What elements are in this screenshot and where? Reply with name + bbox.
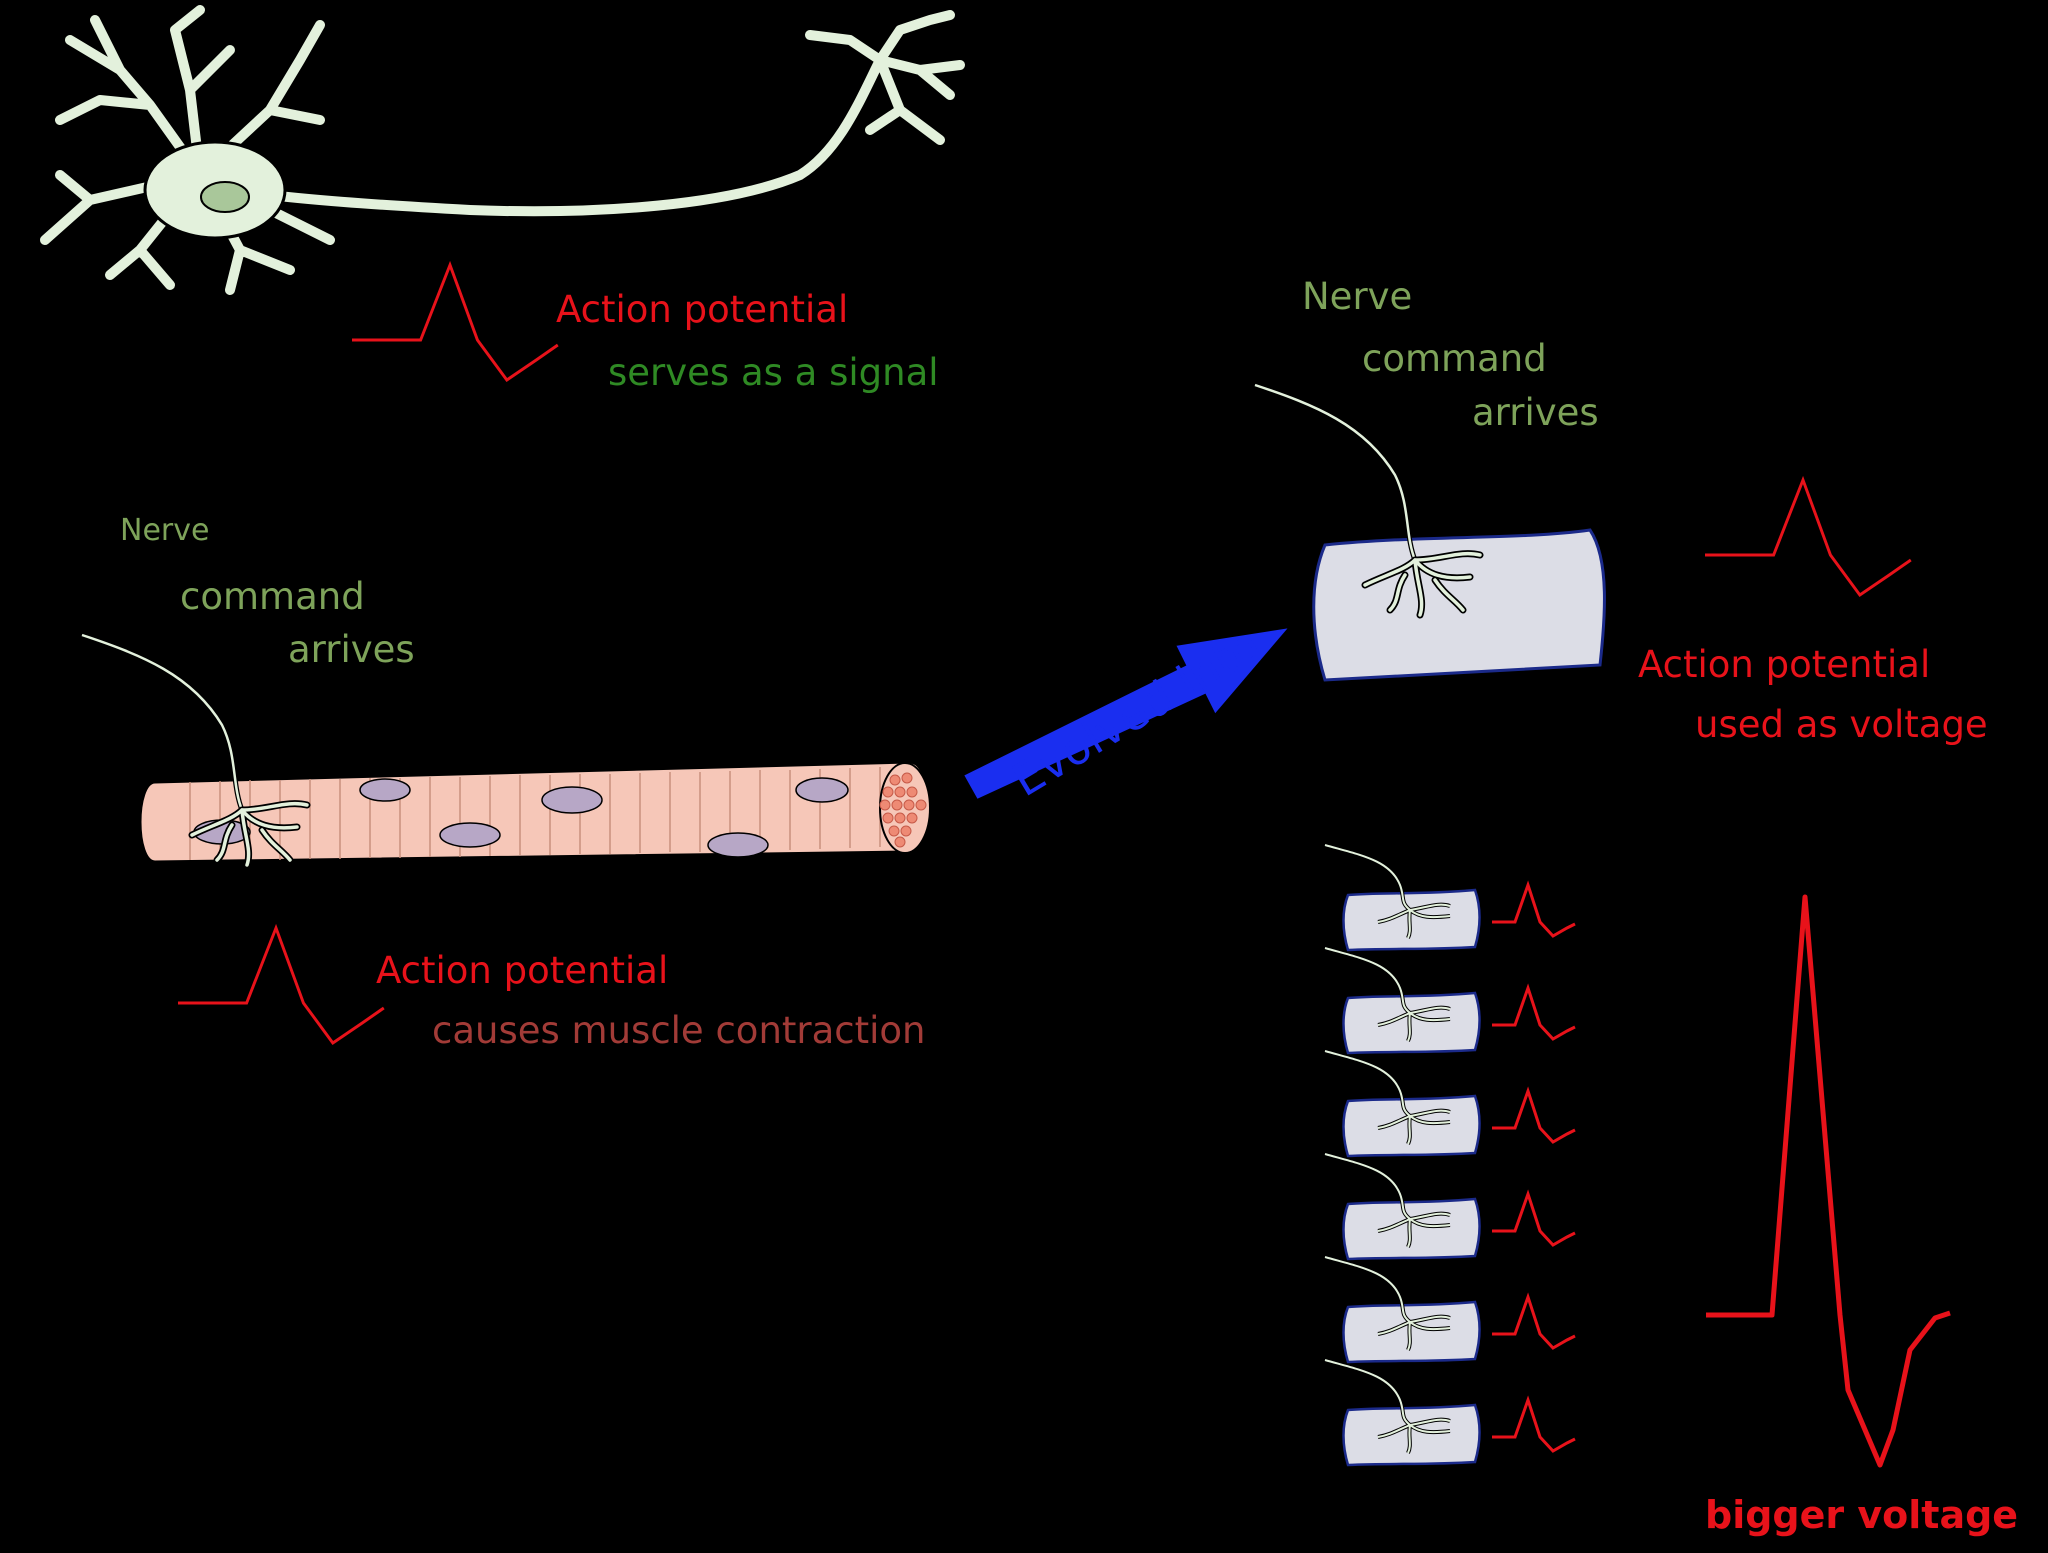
muscle-contraction-label: causes muscle contraction: [432, 1009, 926, 1052]
bigger-voltage-spike: [1706, 894, 1951, 1468]
muscle-action-potential-label: Action potential: [376, 949, 669, 992]
stacked-electrocyte-3: [1324, 1049, 1576, 1158]
electrocyte-stack: [1324, 843, 1576, 1467]
stacked-electrocyte-6: [1324, 1358, 1576, 1467]
evolution-arrow-icon: [961, 625, 1293, 802]
electrocyte-command-label: command: [1362, 337, 1547, 380]
neuron-action-potential-label: Action potential: [556, 288, 849, 331]
neuron-signal-label: serves as a signal: [608, 351, 939, 394]
muscle-nerve-label: Nerve: [120, 513, 210, 548]
stacked-electrocyte-2: [1324, 946, 1576, 1055]
electrocyte-action-potential-spike: [1703, 478, 1913, 597]
neuron-cell-icon: [37, 2, 968, 298]
muscle-nerve-ending-icon: [82, 635, 307, 865]
neuron-action-potential-spike: [350, 263, 560, 382]
electrocyte-nerve-ending-icon: [1255, 385, 1480, 615]
electrocyte-nerve-label: Nerve: [1302, 275, 1413, 318]
muscle-arrives-label: arrives: [288, 628, 415, 671]
muscle-command-label: command: [180, 575, 365, 618]
stacked-electrocyte-4: [1324, 1152, 1576, 1261]
bigger-voltage-label: bigger voltage: [1705, 1493, 2019, 1537]
electrocyte-arrives-label: arrives: [1472, 391, 1599, 434]
used-as-voltage-label: used as voltage: [1695, 703, 1988, 746]
electrocyte-action-potential-label: Action potential: [1638, 643, 1931, 686]
stacked-electrocyte-1: [1324, 843, 1576, 952]
muscle-fiber-icon: [138, 760, 931, 864]
stacked-electrocyte-5: [1324, 1255, 1576, 1364]
muscle-action-potential-spike: [176, 926, 386, 1045]
